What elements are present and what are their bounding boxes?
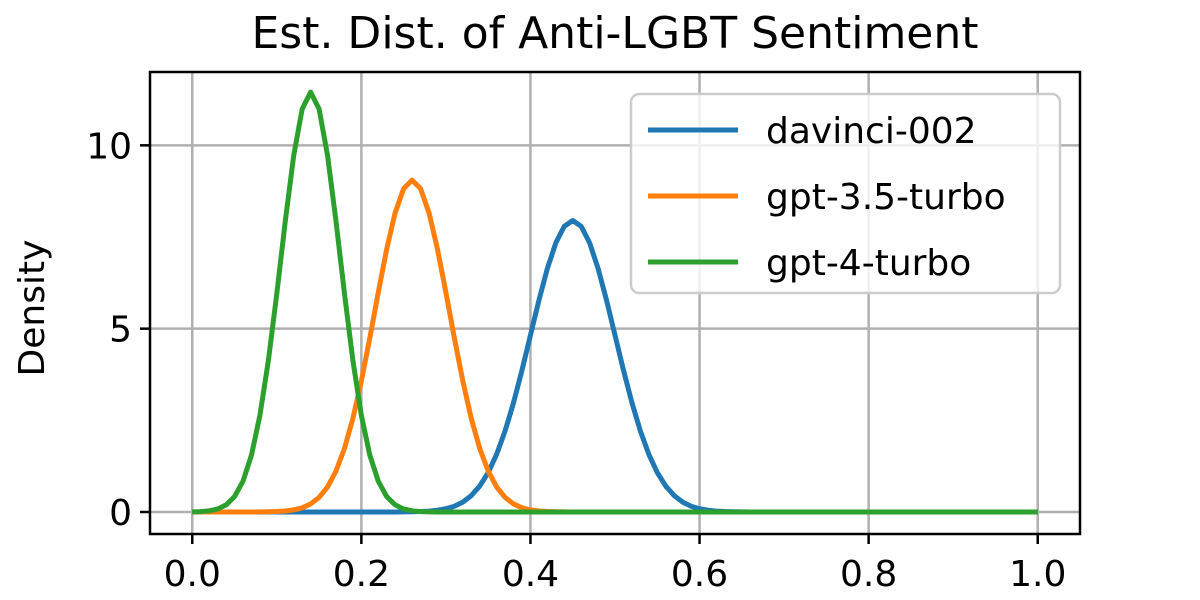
legend-label-gpt-4-turbo: gpt-4-turbo <box>766 243 971 284</box>
x-tick-label: 0.6 <box>671 554 728 595</box>
legend-label-davinci-002: davinci-002 <box>766 111 977 152</box>
y-axis-label: Density <box>12 240 53 377</box>
legend-label-gpt-3.5-turbo: gpt-3.5-turbo <box>766 177 1006 218</box>
series-lines <box>192 89 1038 515</box>
plot-frame <box>148 70 1082 536</box>
x-tick-label: 1.0 <box>1009 554 1066 595</box>
y-tick-label: 5 <box>109 310 132 351</box>
series-line-gpt-4-turbo <box>192 89 1038 515</box>
y-tick-label: 10 <box>86 126 132 167</box>
legend-box <box>629 92 1062 295</box>
y-tick-label: 0 <box>109 493 132 534</box>
chart-title: Est. Dist. of Anti-LGBT Sentiment <box>251 8 978 59</box>
axis-ticks: 0.0 0.2 0.4 0.6 0.8 1.0 0 5 10 <box>86 126 1066 595</box>
x-tick-label: 0.4 <box>502 554 559 595</box>
x-tick-label: 0.2 <box>333 554 390 595</box>
x-tick-label: 0.8 <box>840 554 897 595</box>
legend: davinci-002 gpt-3.5-turbo gpt-4-turbo <box>629 92 1062 295</box>
x-tick-label: 0.0 <box>164 554 221 595</box>
